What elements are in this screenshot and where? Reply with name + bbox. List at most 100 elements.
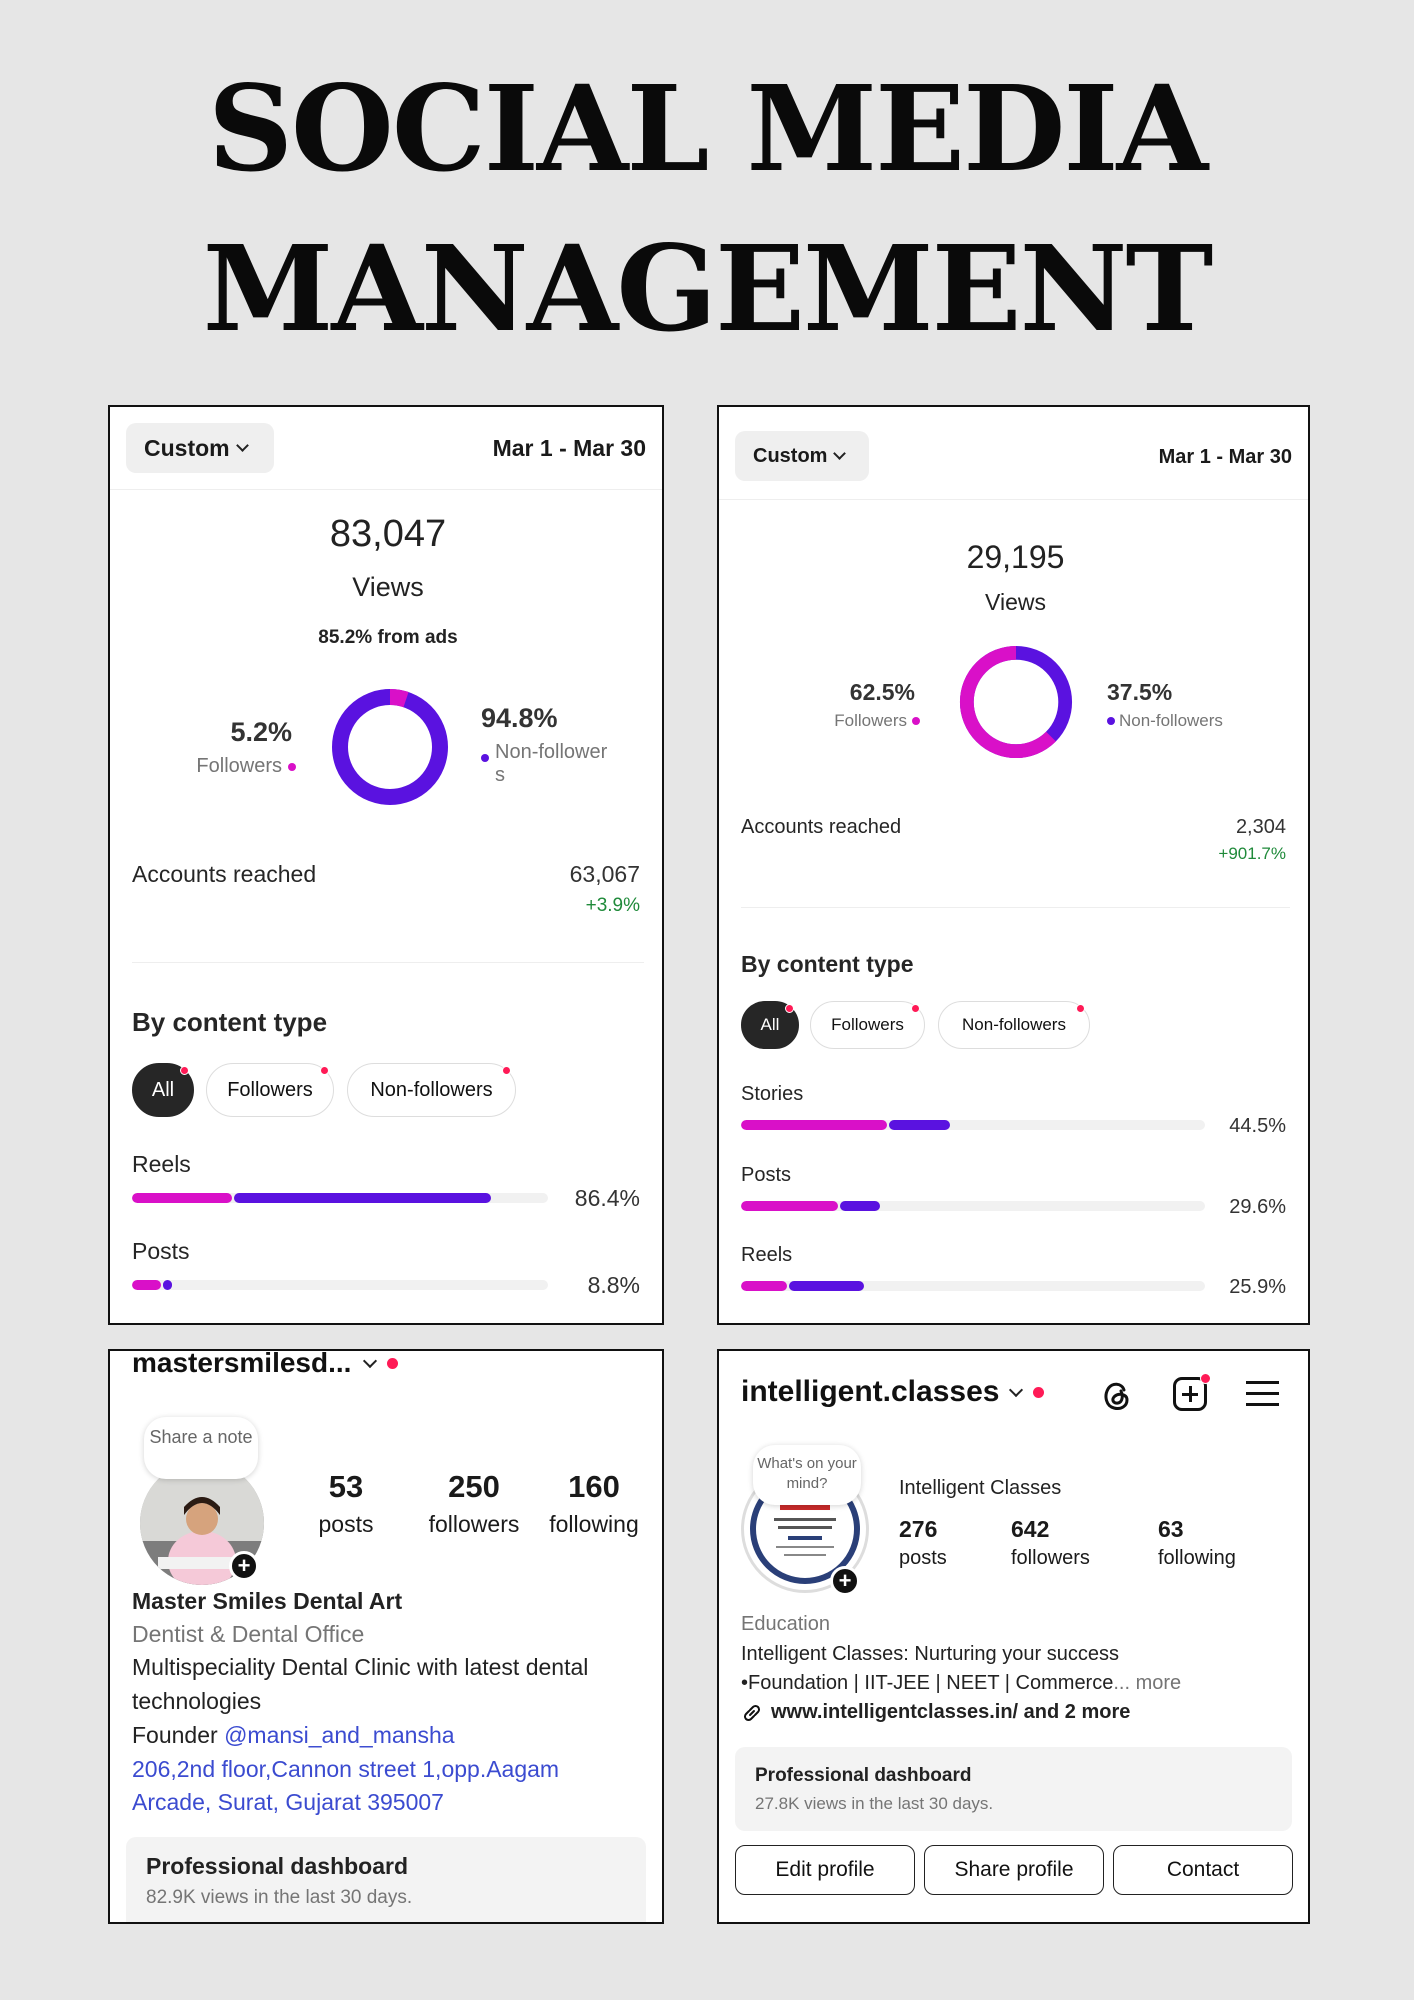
address-link[interactable]: Arcade, Surat, Gujarat 395007 bbox=[132, 1789, 444, 1815]
website-link[interactable]: www.intelligentclasses.in/ and 2 more bbox=[741, 1701, 1130, 1724]
stat-following[interactable]: 160 following bbox=[534, 1469, 654, 1538]
profile-display-name: Intelligent Classes bbox=[899, 1477, 1062, 1499]
custom-filter-button[interactable]: Custom bbox=[126, 423, 274, 473]
dashboard-title: Professional dashboard bbox=[755, 1765, 972, 1786]
accounts-reached-label: Accounts reached bbox=[741, 816, 902, 838]
stat-label: following bbox=[549, 1511, 639, 1537]
professional-dashboard[interactable]: Professional dashboard 82.9K views in th… bbox=[126, 1837, 646, 1922]
add-story-icon[interactable]: + bbox=[229, 1551, 259, 1581]
ads-note: 85.2% from ads bbox=[318, 627, 458, 648]
chip-followers[interactable]: Followers bbox=[206, 1063, 334, 1117]
donut-followers-arc bbox=[332, 689, 448, 805]
stat-value: 642 bbox=[1011, 1516, 1050, 1542]
note-bubble[interactable]: Share a note bbox=[144, 1417, 258, 1479]
date-range: Mar 1 - Mar 30 bbox=[492, 435, 646, 461]
content-row-bar bbox=[741, 1201, 1205, 1211]
views-value: 83,047 bbox=[329, 513, 447, 555]
content-row-percent: 86.4% bbox=[574, 1185, 640, 1211]
chip-all[interactable]: All bbox=[132, 1063, 194, 1117]
bio-line: Intelligent Classes: Nurturing your succ… bbox=[741, 1643, 1119, 1665]
bio-line: technologies bbox=[132, 1688, 262, 1714]
edit-profile-button[interactable]: Edit profile bbox=[735, 1845, 915, 1895]
chip-nonfollowers[interactable]: Non-followers bbox=[938, 1001, 1090, 1049]
date-range: Mar 1 - Mar 30 bbox=[1158, 446, 1292, 468]
stat-label: followers bbox=[428, 1511, 520, 1537]
chip-notification-dot bbox=[1076, 1004, 1085, 1013]
share-profile-button[interactable]: Share profile bbox=[924, 1845, 1104, 1895]
content-row-label: Reels bbox=[132, 1151, 191, 1177]
nonfollowers-legend-label-wrap: s bbox=[495, 764, 505, 786]
nonfollowers-legend-label: Non-followers bbox=[1119, 711, 1223, 730]
chip-all[interactable]: All bbox=[741, 1001, 799, 1049]
create-post-icon[interactable] bbox=[1173, 1373, 1211, 1411]
nonfollowers-legend: Non-followers bbox=[1107, 711, 1223, 731]
nonfollowers-legend-label: Non-follower bbox=[495, 741, 608, 763]
stat-value: 250 bbox=[448, 1469, 500, 1504]
followers-percent: 62.5% bbox=[849, 679, 915, 705]
stat-followers[interactable]: 250 followers bbox=[414, 1469, 534, 1538]
followers-legend-label: Followers bbox=[834, 711, 907, 730]
nonfollowers-dot-icon bbox=[481, 753, 489, 762]
chip-nonfollowers-label: Non-followers bbox=[962, 1015, 1066, 1034]
threads-icon[interactable] bbox=[1100, 1377, 1134, 1413]
menu-icon[interactable] bbox=[1246, 1379, 1279, 1409]
chevron-down-icon bbox=[235, 439, 249, 452]
stat-label: followers bbox=[1011, 1547, 1090, 1569]
note-bubble[interactable]: What's on your mind? bbox=[753, 1445, 861, 1505]
bio-line: Multispeciality Dental Clinic with lates… bbox=[132, 1654, 589, 1680]
content-row-bar bbox=[741, 1120, 1205, 1130]
account-switcher[interactable]: mastersmilesd... bbox=[132, 1349, 399, 1379]
stat-value: 276 bbox=[899, 1516, 938, 1542]
add-story-icon[interactable]: + bbox=[830, 1566, 860, 1596]
notification-dot-icon bbox=[387, 1357, 399, 1369]
notification-dot-icon bbox=[1033, 1386, 1045, 1398]
nonfollowers-legend: Non-follower s bbox=[481, 741, 607, 787]
dashboard-subtitle: 82.9K views in the last 30 days. bbox=[146, 1887, 413, 1908]
chip-all-label: All bbox=[760, 1015, 780, 1034]
username: mastersmilesd... bbox=[132, 1349, 352, 1378]
insights-panel-2: Custom Mar 1 - Mar 30 29,195 Views 62.5%… bbox=[717, 405, 1310, 1325]
more-link[interactable]: ... more bbox=[1113, 1672, 1182, 1694]
content-row-percent: 8.8% bbox=[587, 1272, 640, 1298]
chip-followers[interactable]: Followers bbox=[810, 1001, 925, 1049]
donut-followers-arc bbox=[959, 645, 1073, 759]
content-row-bar bbox=[132, 1193, 548, 1203]
address-link[interactable]: 206,2nd floor,Cannon street 1,opp.Aagam bbox=[132, 1756, 560, 1782]
donut-nonfollowers-arc bbox=[332, 689, 448, 805]
link-icon bbox=[743, 1704, 761, 1721]
followers-segment bbox=[741, 1281, 788, 1291]
professional-dashboard[interactable]: Professional dashboard 27.8K views in th… bbox=[735, 1747, 1292, 1831]
followers-segment bbox=[741, 1120, 888, 1130]
nonfollowers-segment bbox=[840, 1201, 881, 1211]
profile-panel-dental: mastersmilesd... + Share a note 53 posts… bbox=[108, 1349, 664, 1924]
contact-button[interactable]: Contact bbox=[1113, 1845, 1293, 1895]
views-label: Views bbox=[352, 572, 424, 602]
custom-filter-label: Custom bbox=[144, 434, 230, 461]
stat-following[interactable]: 63 following bbox=[1158, 1516, 1236, 1570]
followers-legend-label: Followers bbox=[196, 755, 282, 777]
content-row-label: Posts bbox=[132, 1238, 190, 1264]
content-row-percent: 44.5% bbox=[1229, 1115, 1286, 1137]
chip-nonfollowers[interactable]: Non-followers bbox=[347, 1063, 516, 1117]
chip-followers-label: Followers bbox=[227, 1078, 313, 1101]
account-switcher[interactable]: intelligent.classes bbox=[741, 1375, 1045, 1409]
nonfollowers-segment bbox=[233, 1193, 492, 1203]
chip-notification-dot bbox=[320, 1066, 329, 1075]
stat-posts[interactable]: 276 posts bbox=[899, 1516, 947, 1570]
founder-handle-link[interactable]: @mansi_and_mansha bbox=[224, 1722, 455, 1748]
chevron-down-icon bbox=[833, 447, 847, 460]
custom-filter-button[interactable]: Custom bbox=[735, 431, 869, 481]
headline-line-1: SOCIAL MEDIA bbox=[207, 59, 1208, 198]
chip-notification-dot bbox=[502, 1066, 511, 1075]
views-label: Views bbox=[985, 589, 1046, 615]
profile-name: Master Smiles Dental Art bbox=[132, 1588, 403, 1614]
nonfollowers-dot-icon bbox=[1107, 717, 1115, 725]
dashboard-subtitle: 27.8K views in the last 30 days. bbox=[755, 1794, 994, 1813]
chip-nonfollowers-label: Non-followers bbox=[370, 1078, 493, 1101]
stat-followers[interactable]: 642 followers bbox=[1011, 1516, 1090, 1570]
nonfollowers-percent: 94.8% bbox=[481, 703, 558, 733]
content-type-title: By content type bbox=[132, 1007, 328, 1037]
stat-posts[interactable]: 53 posts bbox=[306, 1469, 386, 1538]
stat-label: posts bbox=[318, 1511, 374, 1537]
accounts-reached-change: +3.9% bbox=[585, 895, 640, 916]
